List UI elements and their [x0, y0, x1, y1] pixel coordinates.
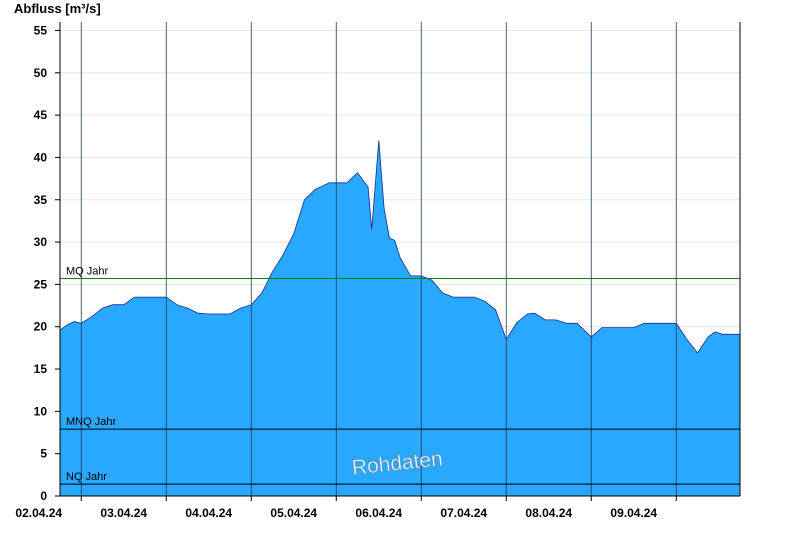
y-tick-label: 5: [40, 447, 47, 461]
y-tick-label: 35: [34, 193, 48, 207]
y-tick-label: 50: [34, 66, 48, 80]
x-tick-labels: 02.04.24 03.04.24 04.04.24 05.04.24 06.04.24…: [15, 506, 657, 520]
axes: [55, 22, 741, 501]
x-tick-label: 03.04.24: [100, 506, 147, 520]
y-axis-title: Abfluss [m³/s]: [14, 1, 101, 16]
x-tick-label: 06.04.24: [355, 506, 402, 520]
reference-lines: MQ Jahr MNQ Jahr NQ Jahr: [60, 265, 740, 485]
y-tick-label: 0: [40, 489, 47, 503]
x-tick-label: 08.04.24: [525, 506, 572, 520]
y-tick-labels: 0 5 10 15 20 25 30 35 40 45 50 55: [34, 23, 48, 503]
y-tick-label: 40: [34, 150, 48, 164]
y-tick-label: 15: [34, 362, 48, 376]
y-tick-label: 25: [34, 277, 48, 291]
reference-line-label: MQ Jahr: [66, 265, 109, 277]
x-tick-label: 07.04.24: [440, 506, 487, 520]
y-tick-label: 45: [34, 108, 48, 122]
discharge-area: [59, 140, 741, 497]
y-tick-label: 30: [34, 235, 48, 249]
x-tick-label: 02.04.24: [15, 506, 62, 520]
reference-line-label: NQ Jahr: [66, 471, 107, 483]
x-tick-label: 09.04.24: [610, 506, 657, 520]
day-separator-lines: [80, 22, 677, 496]
x-tick-label: 04.04.24: [185, 506, 232, 520]
y-tick-label: 55: [34, 23, 48, 37]
y-tick-label: 20: [34, 320, 48, 334]
reference-line-label: MNQ Jahr: [66, 416, 116, 428]
x-tick-label: 05.04.24: [270, 506, 317, 520]
rohdaten-watermark: Rohdaten: [351, 447, 444, 479]
y-tick-label: 10: [34, 404, 48, 418]
